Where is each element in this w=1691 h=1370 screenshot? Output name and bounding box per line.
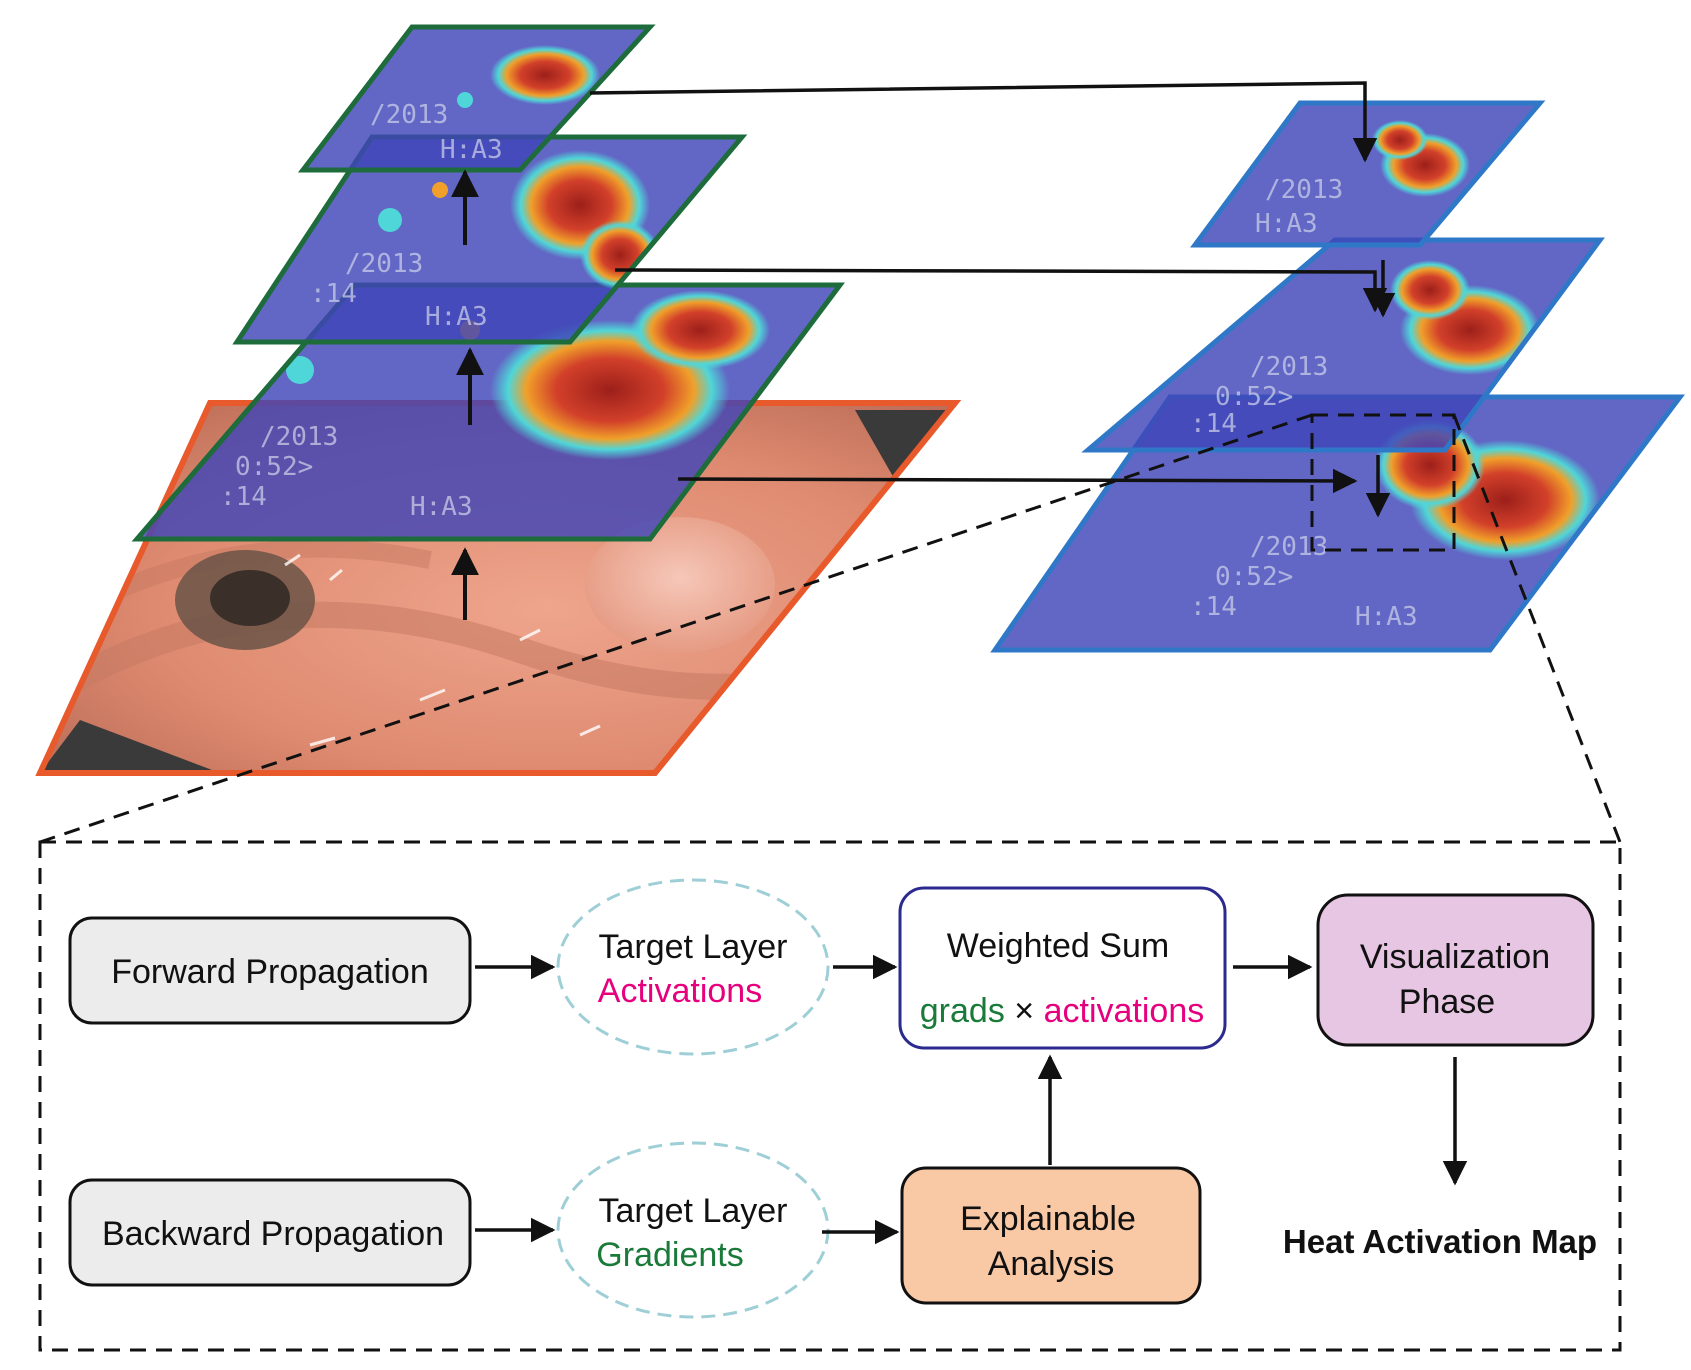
overlay-date-1: /2013 — [370, 100, 448, 130]
flowchart-panel — [38, 840, 1622, 1352]
overlay-tag-h1: H:A3 — [1255, 209, 1318, 239]
grads-term: grads — [920, 992, 1005, 1030]
gradients-label: Gradients — [596, 1236, 743, 1274]
overlay-index-h2: :14 — [1190, 409, 1237, 439]
explainable-line2: Analysis — [988, 1245, 1115, 1283]
overlay-date-h2: /2013 — [1250, 352, 1328, 382]
overlay-time-3: 0:52> — [235, 452, 313, 482]
times-symbol: × — [1014, 992, 1034, 1030]
forward-arrows — [451, 169, 484, 620]
explainable-line1: Explainable — [960, 1200, 1136, 1238]
target-layer-bottom-label: Target Layer — [599, 1192, 788, 1230]
activations-term: activations — [1044, 992, 1205, 1030]
activations-label: Activations — [598, 972, 762, 1010]
overlay-tag-3: H:A3 — [410, 492, 473, 522]
visualization-phase-box: Visualization Phase — [1316, 893, 1595, 1047]
overlay-tag-h3: H:A3 — [1355, 602, 1418, 632]
weighted-sum-box: Weighted Sum grads × activations — [898, 886, 1227, 1050]
overlay-index-3: :14 — [220, 482, 267, 512]
explainable-analysis-box: Explainable Analysis — [900, 1166, 1202, 1305]
overlay-tag-2: H:A3 — [425, 302, 488, 332]
backward-propagation-box: Backward Propagation — [68, 1178, 472, 1287]
target-activations-ellipse: Target Layer Activations — [556, 878, 830, 1056]
target-layer-top-label: Target Layer — [599, 928, 788, 966]
weighted-sum-formula: grads × activations — [920, 992, 1204, 1030]
overlay-index-h3: :14 — [1190, 592, 1237, 622]
overlay-tag-1: H:A3 — [440, 135, 503, 165]
flow-arrows — [475, 954, 1468, 1245]
heatmap-layer-1: /2013 H:A3 — [1190, 100, 1546, 248]
overlay-index-2: :14 — [310, 279, 357, 309]
polyp — [585, 517, 775, 653]
target-gradients-ellipse: Target Layer Gradients — [556, 1141, 830, 1319]
overlay-time-h2: 0:52> — [1215, 382, 1293, 412]
visualization-line2: Phase — [1399, 983, 1495, 1021]
layer-to-heatmap-arrows — [589, 81, 1396, 518]
forward-propagation-box: Forward Propagation — [68, 916, 472, 1025]
visualization-line1: Visualization — [1360, 938, 1550, 976]
backward-propagation-label: Backward Propagation — [102, 1215, 444, 1253]
overlay-date-2: /2013 — [345, 249, 423, 279]
overlay-date-h3: /2013 — [1250, 532, 1328, 562]
overlay-date-h1: /2013 — [1265, 175, 1343, 205]
overlay-date-3: /2013 — [260, 422, 338, 452]
zoom-callout — [39, 413, 1622, 844]
forward-propagation-label: Forward Propagation — [111, 953, 429, 991]
weighted-sum-label: Weighted Sum — [947, 927, 1169, 965]
heat-activation-map-label: Heat Activation Map — [1283, 1223, 1597, 1260]
overlay-time-h3: 0:52> — [1215, 562, 1293, 592]
